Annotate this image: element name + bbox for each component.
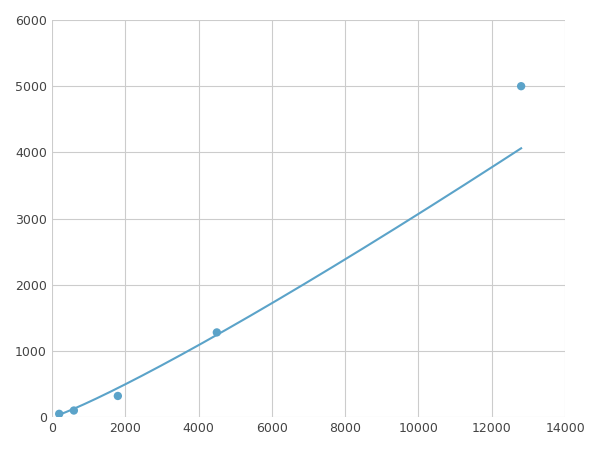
Point — [55, 410, 64, 418]
Point — [212, 329, 221, 336]
Point — [69, 407, 79, 414]
Point — [113, 392, 122, 400]
Point — [517, 83, 526, 90]
